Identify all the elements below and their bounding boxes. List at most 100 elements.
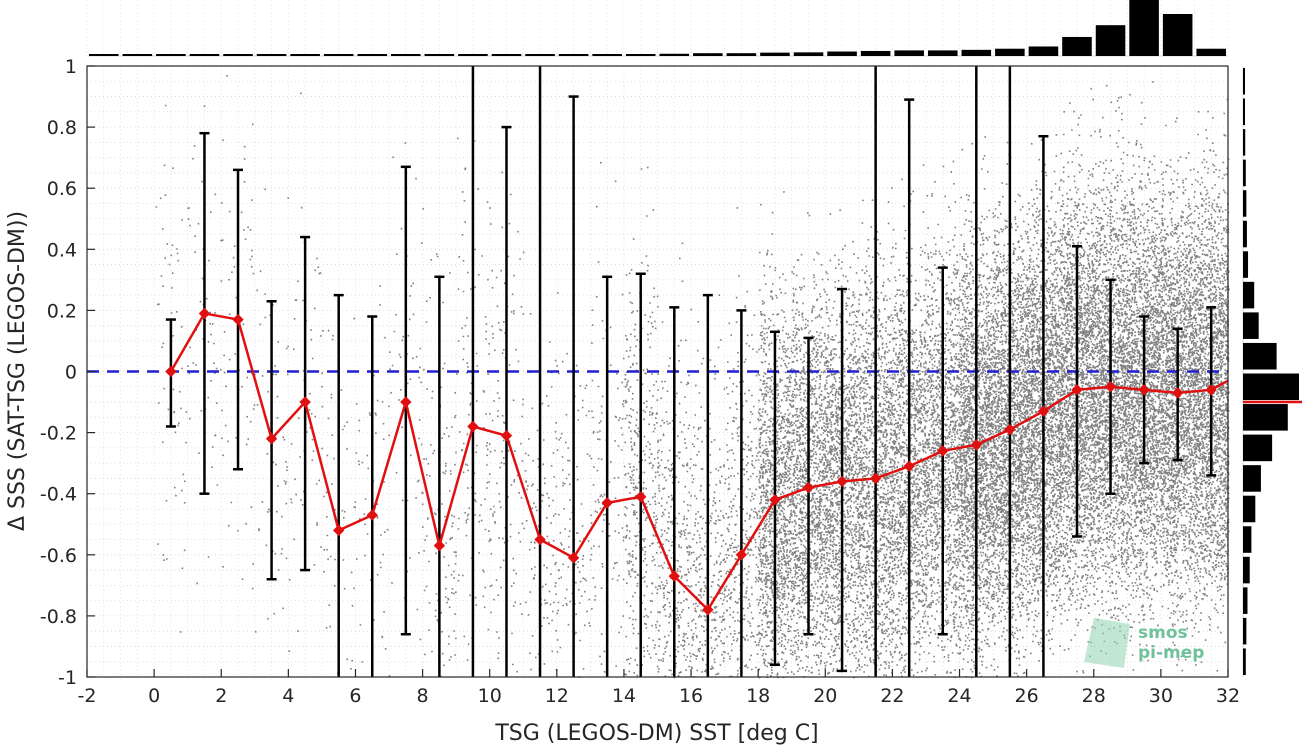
y-tick-label: 0.6 [47,178,77,200]
mean-marker [601,497,613,509]
y-tick-label: -0.2 [40,423,77,445]
top-histogram-bar [189,54,220,56]
top-histogram-bar [525,54,555,56]
x-tick-label: 4 [282,685,294,707]
y-tick-label: -0.6 [40,545,77,567]
x-tick-label: 0 [148,685,160,707]
x-tick-label: 32 [1216,685,1240,707]
x-tick-label: 2 [215,685,227,707]
top-histogram-bar [122,54,153,56]
top-histogram-bar [458,54,488,56]
mean-marker [366,509,378,521]
top-histogram-bar [726,53,757,56]
mean-marker [265,433,278,445]
mean-marker [903,460,915,472]
mean-marker [668,570,680,582]
watermark-line2: pi-mep [1138,643,1204,663]
x-tick-label: 18 [746,685,770,707]
watermark-line1: smos [1138,623,1188,643]
right-histogram-bar [1243,281,1255,309]
right-histogram-bar [1243,465,1261,492]
right-histogram-bar [1243,404,1288,431]
x-axis-label: TSG (LEGOS-DM) SST [deg C] [494,721,818,746]
mean-marker [332,524,345,537]
top-histogram-bar [1129,0,1159,56]
watermark-shape [1084,618,1130,668]
mean-marker [635,491,647,503]
y-tick-label: -0.4 [40,484,77,506]
x-tick-label: 26 [1015,685,1039,707]
mean-marker [433,539,446,552]
y-tick-label: -0.8 [40,606,77,628]
top-histogram-bar [1196,48,1226,56]
top-histogram-bar [961,49,992,56]
mean-marker [970,439,983,451]
right-histogram-bar [1243,526,1252,553]
right-histogram-bar [1243,159,1246,187]
top-histogram-bar [760,52,790,56]
right-histogram-bar [1243,129,1246,156]
mean-marker [198,307,211,320]
x-tick-label: 24 [947,685,971,707]
x-tick-label: 22 [880,685,904,707]
top-histogram-bar [827,51,857,56]
top-histogram-bar [860,50,891,56]
top-histogram-bar [223,54,253,56]
x-tick-label: 28 [1082,685,1106,707]
mean-marker [1071,384,1083,396]
top-histogram-bar [391,54,421,56]
top-histogram-bar [357,54,388,56]
right-histogram-bar [1243,220,1247,248]
top-histogram-bar [693,53,723,56]
y-axis-label: Δ SSS (SAT-TSG (LEGOS-DM)) [5,211,30,531]
mean-marker [1205,384,1217,396]
mean-marker [1037,405,1050,417]
top-histogram-bar [625,54,656,56]
scatter-cloud [155,75,1230,679]
top-histogram-bar [290,54,320,56]
mean-marker [567,552,580,564]
y-tick-label: 0.2 [47,300,77,322]
x-tick-label: 6 [349,685,361,707]
top-histogram [86,0,1229,57]
mean-marker [500,429,513,442]
top-histogram-bar [995,48,1025,56]
mean-marker [836,475,848,488]
mean-marker [232,313,244,326]
right-histogram-bar [1243,587,1248,614]
right-histogram-bar [1243,617,1247,645]
mean-marker [1138,384,1150,396]
mean-marker [1171,387,1184,399]
mean-marker [769,494,781,506]
right-histogram-bar [1243,434,1273,462]
y-tick-label: 0.8 [47,117,77,139]
mean-marker [937,445,949,457]
top-histogram-bar [927,50,958,56]
right-histogram-bar [1243,556,1250,584]
x-tick-label: 16 [679,685,703,707]
top-histogram-bar [323,54,354,56]
top-histogram-bar [793,52,824,56]
top-histogram-bar [1095,25,1126,56]
mean-marker [802,481,815,494]
y-tick-label: 1 [65,56,77,78]
mean-marker [869,472,882,485]
top-histogram-bar [89,54,119,56]
mean-marker [467,420,479,433]
top-histogram-bar [491,54,522,56]
y-axis-ticks: 1 0.8 0.6 0.4 0.2 0 -0.2 -0.4 -0.6 -0.8 -1 [40,56,95,689]
watermark-logo: smos pi-mep [1084,618,1204,668]
right-histogram-bar [1243,495,1256,523]
right-histogram [1242,66,1302,677]
mean-marker [400,396,412,408]
right-histogram-bar [1243,373,1299,401]
x-axis-ticks: -2 0 2 4 6 8 10 12 14 16 18 20 22 24 26 28 30 32 [78,669,1240,707]
y-tick-label: 0.4 [47,239,77,261]
x-tick-label: -2 [78,685,97,707]
top-histogram-bar [1062,36,1092,56]
top-histogram-bar [558,54,589,56]
top-histogram-bar [1028,46,1059,56]
x-tick-label: 10 [478,685,502,707]
right-histogram-bar [1243,190,1247,217]
right-histogram-bar [1243,251,1249,278]
